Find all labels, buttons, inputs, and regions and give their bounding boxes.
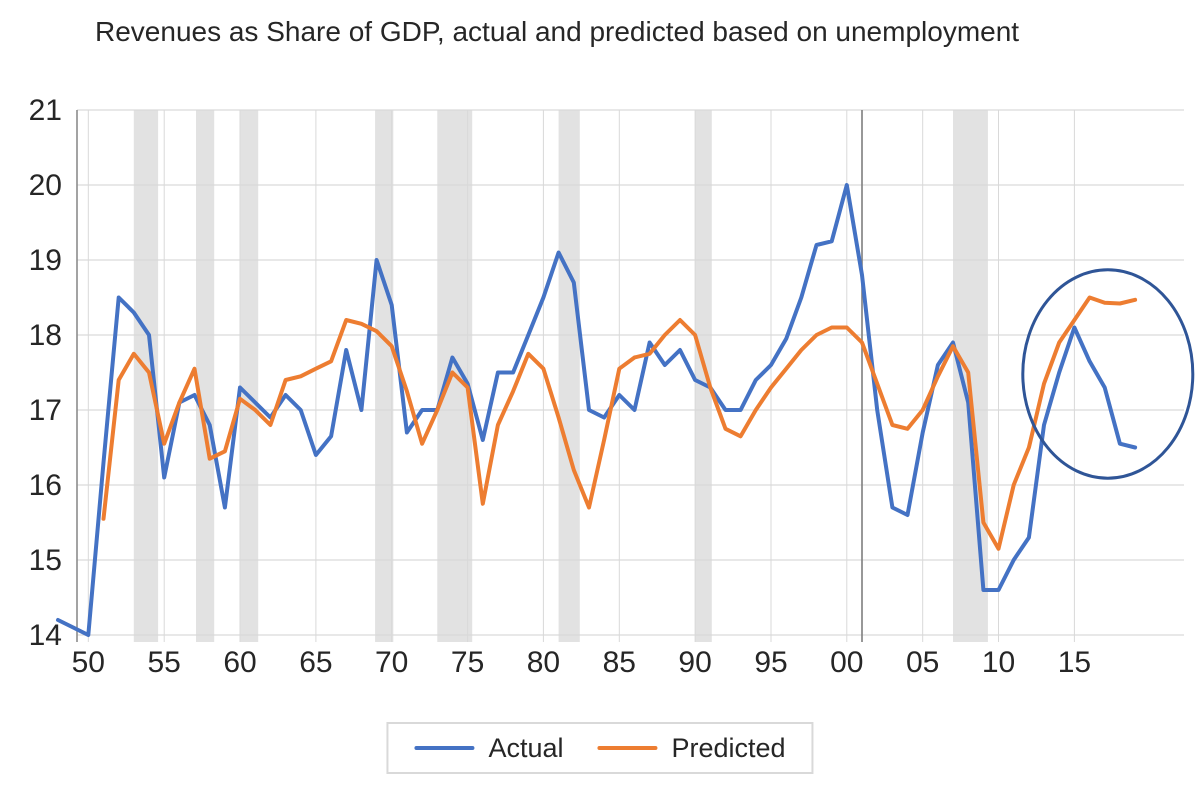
legend-label-predicted: Predicted: [671, 732, 786, 763]
x-tick-label: 80: [527, 646, 560, 679]
legend-item-predicted: Predicted: [597, 732, 786, 764]
x-tick-label: 60: [223, 646, 256, 679]
x-axis-labels: 50 55 60 65 70 75 80 85 90 95 00 05 10 15: [72, 646, 1091, 679]
y-tick-label: 17: [29, 394, 62, 427]
y-tick-label: 20: [29, 169, 62, 202]
x-tick-label: 75: [451, 646, 484, 679]
y-tick-label: 14: [29, 619, 62, 652]
x-tick-label: 95: [754, 646, 787, 679]
x-tick-label: 10: [982, 646, 1015, 679]
recession-band: [375, 110, 394, 642]
legend-item-actual: Actual: [414, 733, 563, 764]
gridlines-vertical: [87, 110, 1075, 642]
x-tick-label: 05: [906, 646, 939, 679]
legend-line-sample-predicted: [597, 746, 658, 750]
highlight-ellipse: [1021, 268, 1195, 480]
x-tick-label: 90: [678, 646, 711, 679]
recession-band: [196, 110, 215, 642]
x-tick-label: 55: [148, 646, 181, 679]
x-tick-label: 65: [299, 646, 332, 679]
legend-label-actual: Actual: [488, 732, 564, 763]
x-tick-label: 70: [375, 646, 408, 679]
chart-title: Revenues as Share of GDP, actual and pre…: [95, 16, 1020, 47]
x-tick-label: 85: [603, 646, 636, 679]
y-axis-labels: 21 20 19 18 17 16 15 14: [29, 94, 62, 652]
x-tick-label: 00: [830, 646, 863, 679]
series-line-predicted: [101, 295, 1138, 551]
recession-band: [558, 110, 580, 642]
legend: Actual Predicted: [386, 722, 814, 774]
x-tick-label: 15: [1058, 646, 1091, 679]
y-tick-label: 16: [29, 469, 62, 502]
y-tick-label: 18: [29, 319, 62, 352]
x-tick-label: 50: [72, 646, 105, 679]
recession-band: [695, 110, 712, 642]
recession-band: [240, 110, 259, 642]
y-tick-label: 15: [29, 544, 62, 577]
y-tick-label: 19: [29, 244, 62, 277]
recession-bands: [133, 110, 988, 642]
y-tick-label: 21: [29, 94, 62, 127]
legend-line-sample-actual: [414, 746, 475, 750]
